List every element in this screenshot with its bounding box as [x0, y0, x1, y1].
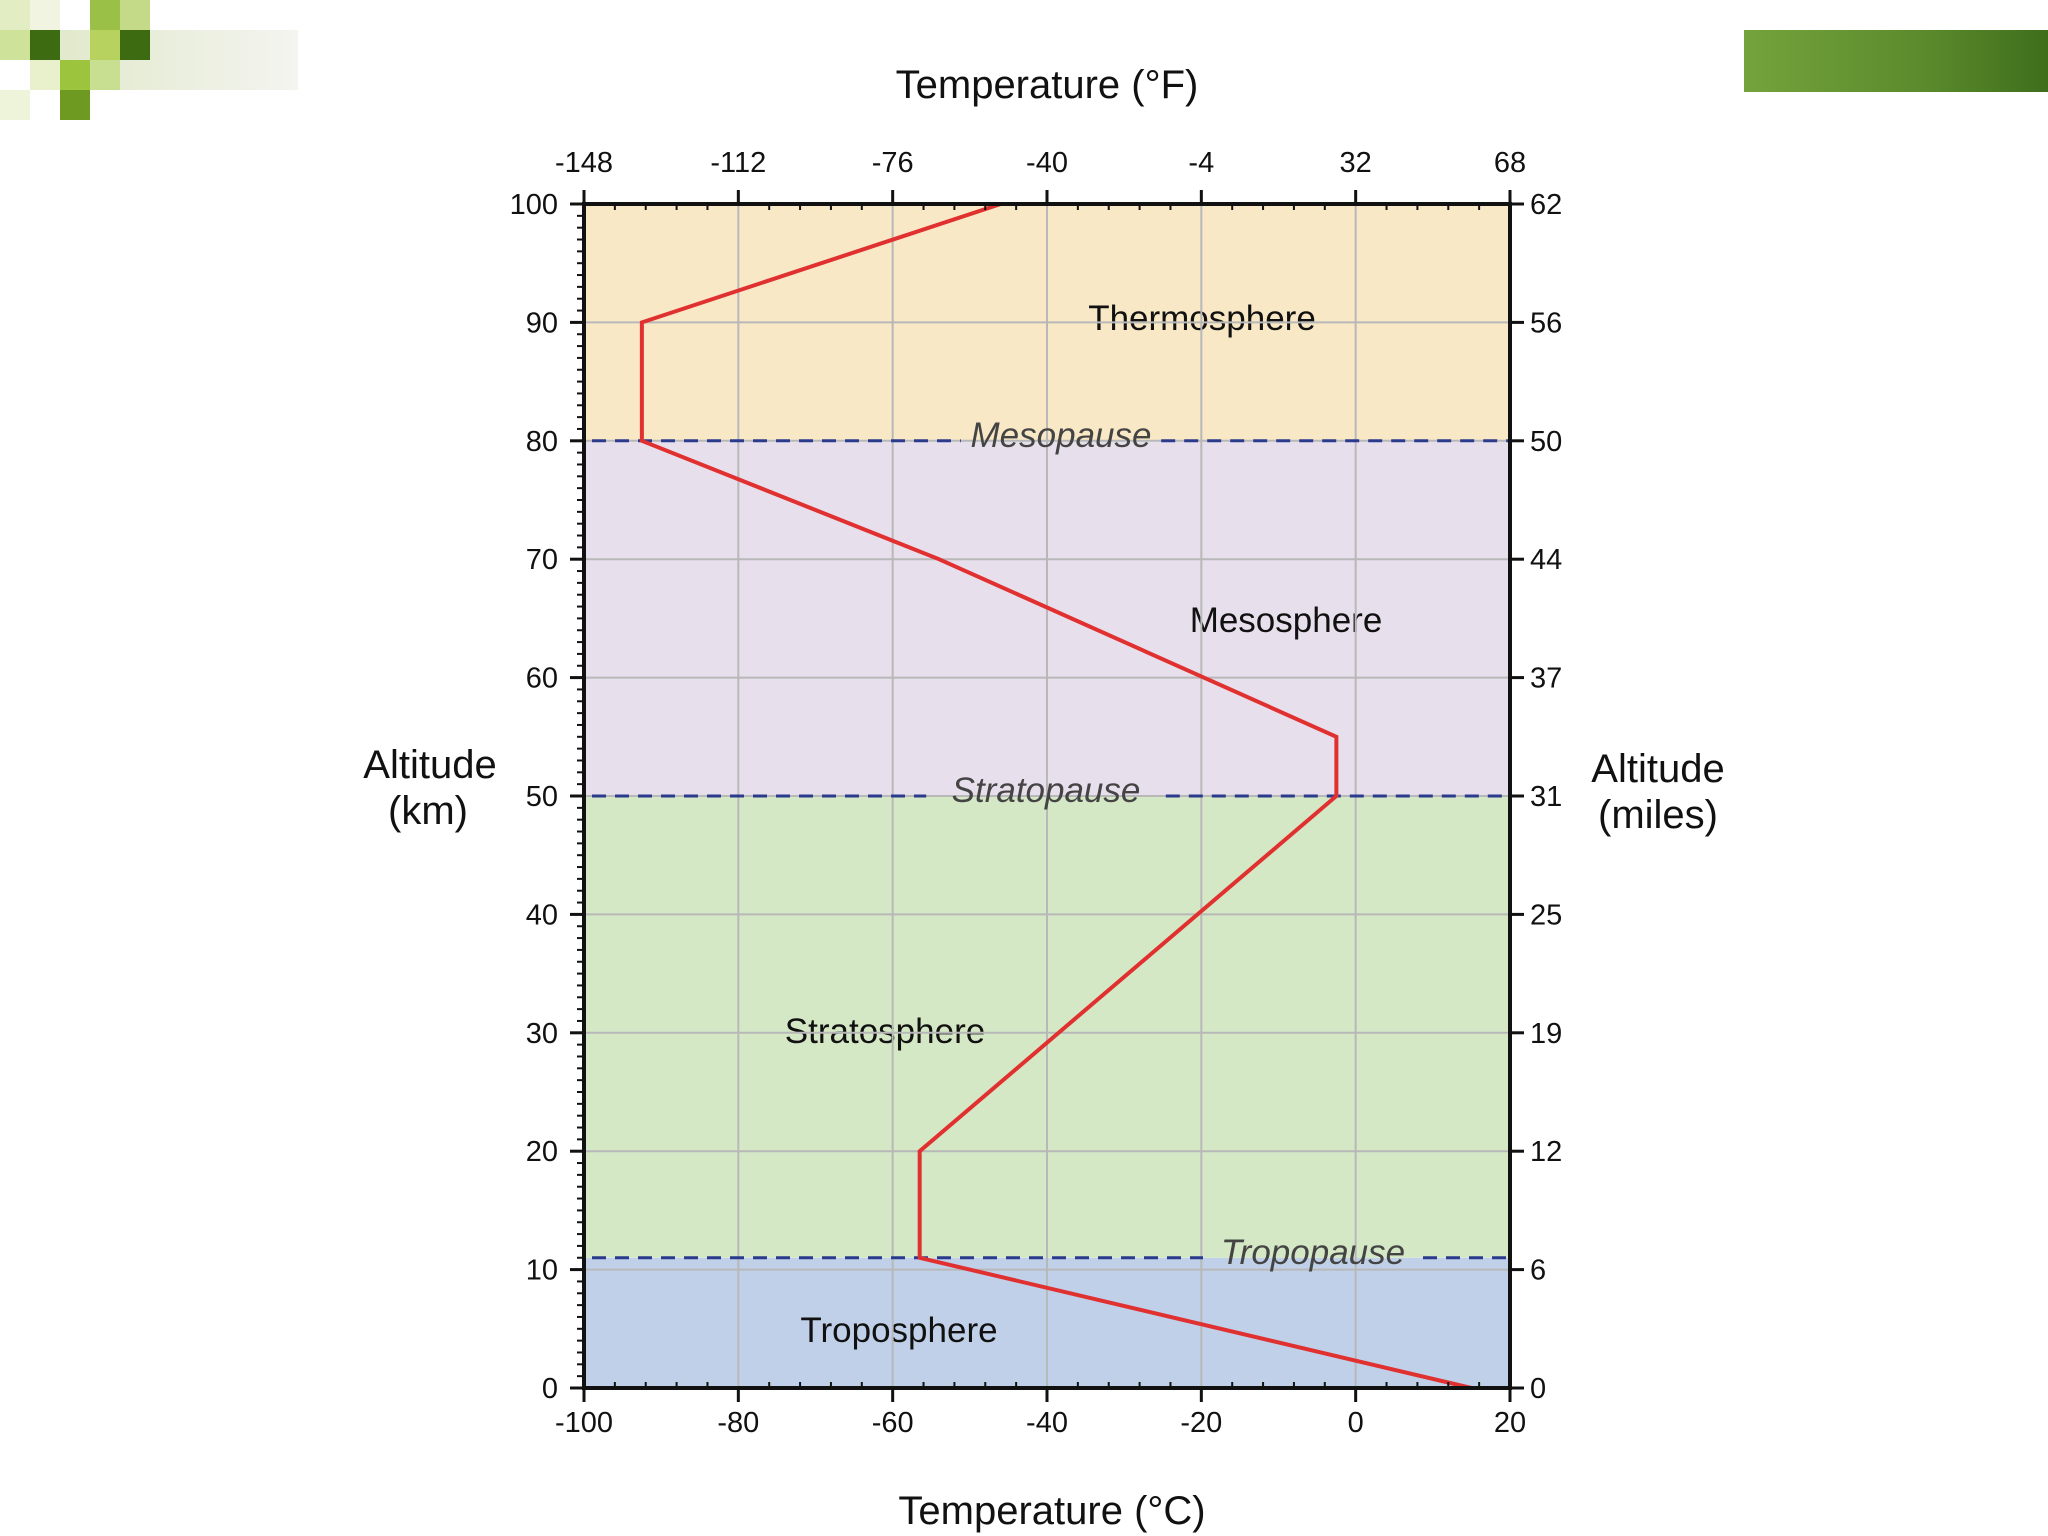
x-tick-label-bottom: -60: [872, 1407, 914, 1439]
x-axis-title-bottom: Temperature (°C): [898, 1489, 1205, 1533]
x-tick-label-top: -4: [1188, 147, 1214, 179]
axis-ticks: [570, 190, 1524, 1402]
region-label-bg-troposphere: [787, 1312, 1011, 1352]
boundary-label-mesopause: Mesopause: [971, 416, 1152, 455]
y-axis-title-left-line1: Altitude: [363, 743, 496, 787]
x-tick-label-bottom: 20: [1494, 1407, 1526, 1439]
chart-grid: [584, 204, 1510, 1388]
x-tick-label-bottom: -100: [555, 1407, 613, 1439]
x-tick-label-bottom: -40: [1026, 1407, 1068, 1439]
y-tick-label-right: 50: [1530, 426, 1562, 458]
boundary-label-stratopause: Stratopause: [952, 771, 1141, 810]
y-tick-label-right: 37: [1530, 663, 1562, 695]
y-axis-title-left-line2: (km): [388, 789, 468, 833]
y-tick-label-left: 30: [526, 1018, 558, 1050]
temperature-profile-point-3: [918, 1149, 922, 1153]
x-tick-label-top: -40: [1026, 147, 1068, 179]
y-tick-label-right: 0: [1530, 1373, 1546, 1405]
layer-boundaries: Tropopause Stratopause Mesopause: [592, 416, 1510, 1272]
y-tick-label-left: 80: [526, 426, 558, 458]
temperature-profile-point-6: [937, 557, 941, 561]
x-tick-label-top: -76: [872, 147, 914, 179]
slide-header-bar: [1744, 30, 2048, 92]
temperature-profile-point-7: [640, 439, 644, 443]
region-label-troposphere: Troposphere: [800, 1311, 997, 1350]
region-label-mesosphere: Mesosphere: [1190, 601, 1383, 640]
y-tick-label-right: 56: [1530, 307, 1562, 339]
y-tick-label-left: 0: [542, 1373, 558, 1405]
temperature-profile-point-4: [1334, 794, 1338, 798]
x-tick-label-top: 68: [1494, 147, 1526, 179]
x-tick-label-top: -148: [555, 147, 613, 179]
boundary-label-tropopause: Tropopause: [1221, 1233, 1405, 1272]
y-tick-label-right: 6: [1530, 1255, 1546, 1287]
y-tick-label-right: 12: [1530, 1136, 1562, 1168]
x-tick-label-bottom: -80: [717, 1407, 759, 1439]
y-tick-label-left: 90: [526, 307, 558, 339]
x-tick-label-bottom: 0: [1348, 1407, 1364, 1439]
temperature-profile-point-8: [640, 320, 644, 324]
x-tick-label-top: -112: [710, 147, 766, 179]
x-tick-label-bottom: -20: [1180, 1407, 1222, 1439]
y-tick-label-left: 40: [526, 899, 558, 931]
temperature-profile-point-5: [1334, 735, 1338, 739]
tick-labels: -100 -80 -60 -40 -20 0 20-148 -112 -76 -40 -4 32 680…: [510, 147, 1563, 1439]
x-tick-label-top: 32: [1340, 147, 1372, 179]
y-tick-label-left: 70: [526, 544, 558, 576]
y-tick-label-left: 10: [526, 1255, 558, 1287]
region-label-stratosphere: Stratosphere: [785, 1012, 985, 1051]
y-tick-label-left: 60: [526, 663, 558, 695]
y-tick-label-right: 31: [1530, 781, 1562, 813]
y-axis-title-right-line1: Altitude: [1591, 747, 1724, 791]
y-tick-label-right: 44: [1530, 544, 1562, 576]
y-tick-label-right: 19: [1530, 1018, 1562, 1050]
x-axis-title-top: Temperature (°F): [896, 63, 1199, 107]
y-tick-label-left: 100: [510, 189, 558, 221]
slide-corner-decoration: [0, 0, 298, 120]
region-label-bg-mesosphere: [1184, 602, 1388, 642]
temperature-profile-point-2: [918, 1256, 922, 1260]
y-tick-label-right: 62: [1530, 189, 1562, 221]
y-tick-label-right: 25: [1530, 899, 1562, 931]
y-tick-label-left: 20: [526, 1136, 558, 1168]
y-axis-title-right-line2: (miles): [1598, 793, 1718, 837]
y-tick-label-left: 50: [526, 781, 558, 813]
